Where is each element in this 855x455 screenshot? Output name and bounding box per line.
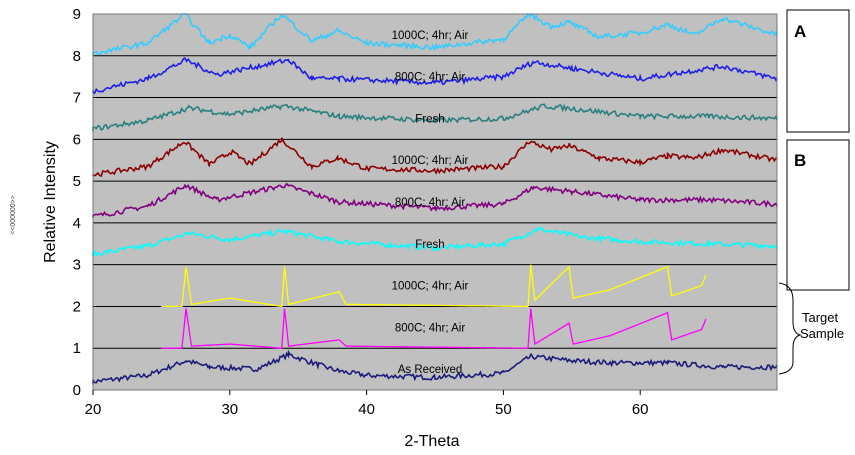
series-line [92,103,778,132]
panel-b-box [786,139,850,291]
series-line [92,12,778,56]
y-tick-label: 9 [73,6,81,23]
trace-labels: As Received 800C; 4hr; Air 1000C; 4hr; Air… [392,30,469,376]
target-sample-bracket [778,282,802,375]
side-stamp: <<000000>> [10,195,17,235]
x-tick-label: 20 [85,401,102,418]
series-label: 800C; 4hr; Air [395,197,465,209]
y-tick-label: 6 [73,131,81,148]
series-line [92,137,778,178]
target-sample-line-1: Target [802,310,839,325]
series-label: 800C; 4hr; Air [395,322,465,334]
x-tick-label: 30 [221,401,238,418]
x-tick-label: 40 [358,401,375,418]
y-tick-label: 7 [73,90,81,107]
x-tick-label: 50 [495,401,512,418]
series-line [161,308,707,349]
y-tick-label: 2 [73,298,81,315]
series-label: 1000C; 4hr; Air [392,155,469,167]
y-tick-label: 5 [73,173,81,190]
series-line [92,349,778,385]
panel-a-letter: A [794,22,806,41]
series-layer [92,12,778,385]
y-tick-label: 1 [73,340,81,357]
series-line [92,227,778,257]
series-label: 800C; 4hr; Air [395,72,465,84]
panel-b-letter: B [794,151,806,170]
y-tick-label: 8 [73,48,81,65]
panel-a-box [786,9,850,133]
y-tick-label: 0 [73,382,81,399]
y-axis-ticks: 0 1 2 3 4 5 6 7 8 9 [73,6,81,399]
series-label: Fresh [415,239,444,251]
target-sample-label: Target Sample [800,310,844,341]
series-label: As Received [398,364,463,376]
series-label: Fresh [415,113,444,125]
y-axis-title: Relative Intensity [42,141,59,263]
x-tick-label: 60 [632,401,649,418]
y-tick-label: 4 [73,215,81,232]
series-label: 1000C; 4hr; Air [392,30,469,42]
x-axis-ticks: 20 30 40 50 60 [85,390,649,418]
series-line [92,182,778,219]
series-label: 1000C; 4hr; Air [392,281,469,293]
y-tick-label: 3 [73,257,81,274]
plot-border [92,13,778,391]
target-sample-line-2: Sample [800,326,844,341]
series-line [92,57,778,95]
x-axis-title: 2-Theta [404,433,459,450]
series-line [161,264,707,308]
